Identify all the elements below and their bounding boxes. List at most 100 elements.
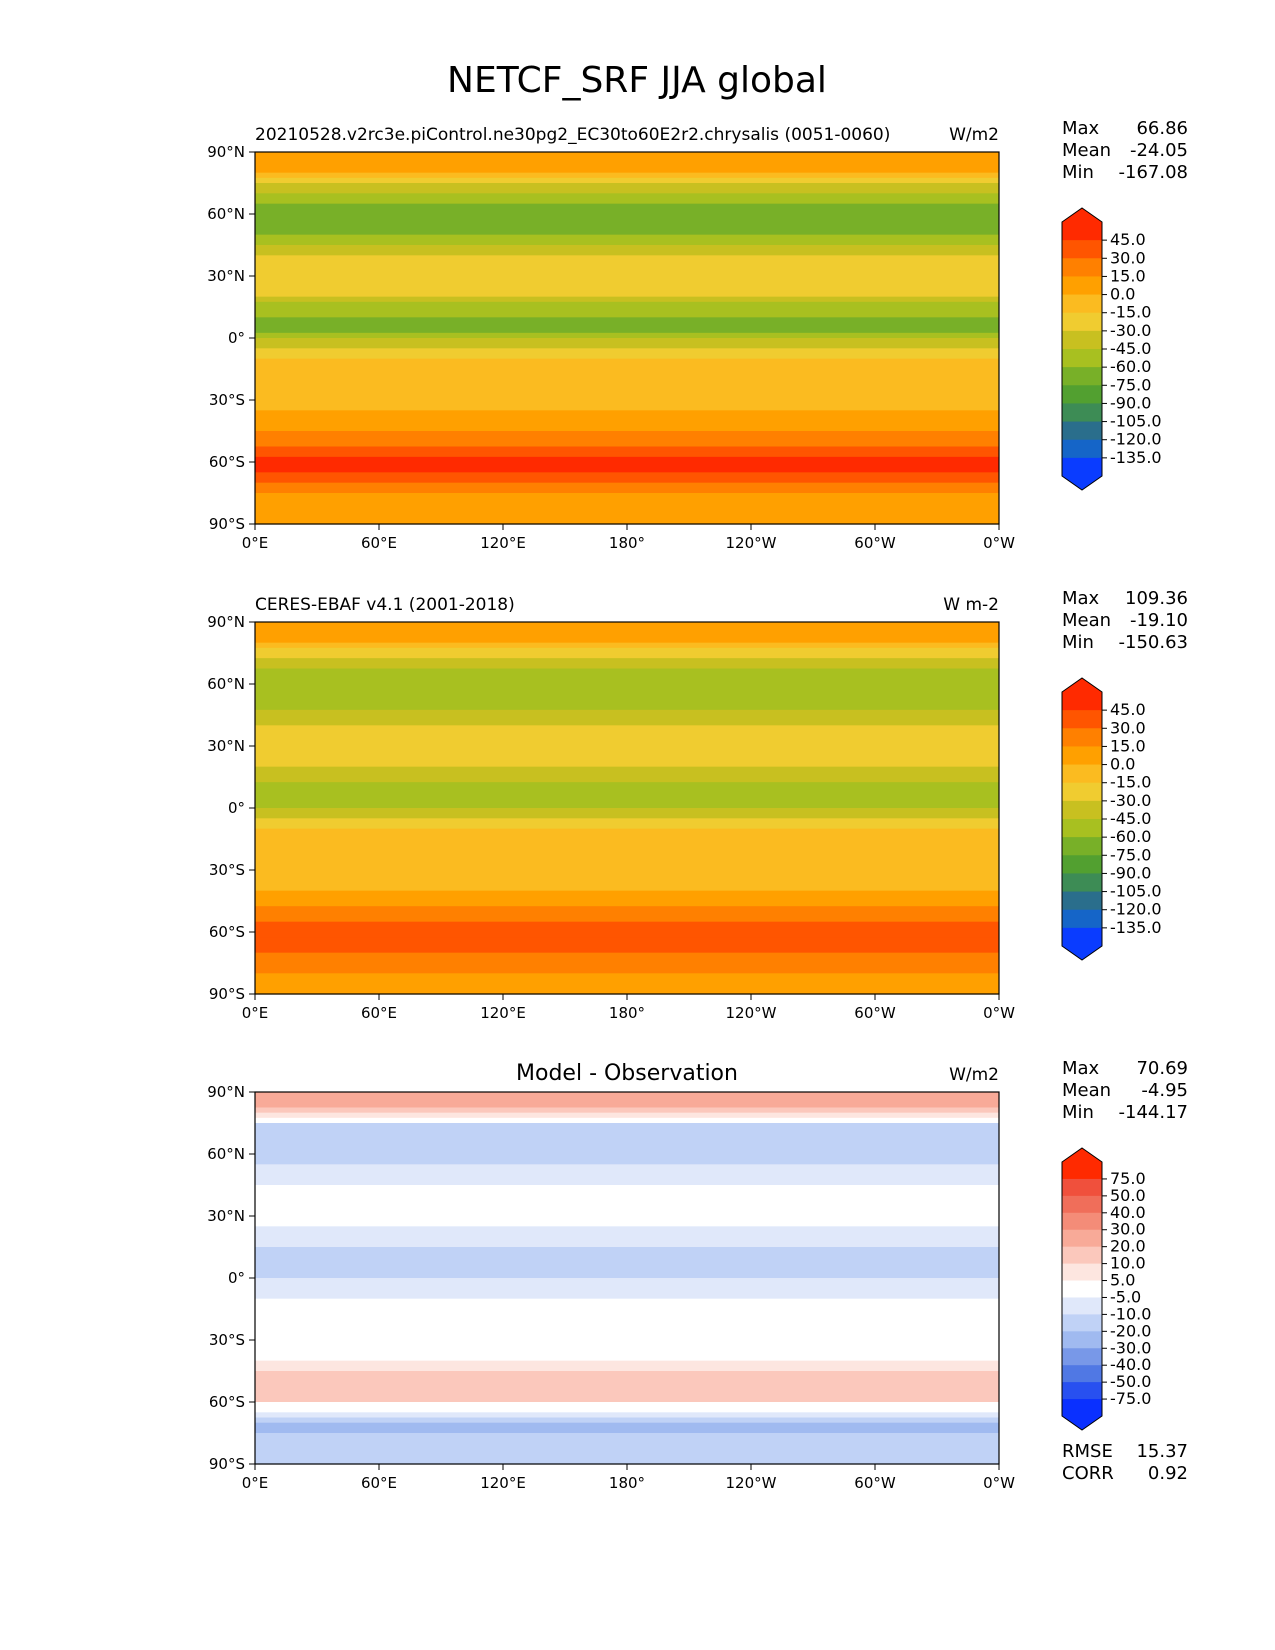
colorbar-swatch xyxy=(1062,312,1102,332)
field-band xyxy=(255,709,999,716)
field-band xyxy=(255,400,999,406)
field-band xyxy=(255,1350,999,1357)
footer-stat-label: CORR xyxy=(1062,1463,1114,1484)
stat-value: 109.36 xyxy=(1125,588,1188,609)
field-band xyxy=(255,1252,999,1258)
x-tick-label: 0°E xyxy=(242,1474,269,1492)
field-band xyxy=(255,622,999,628)
field-band xyxy=(255,875,999,881)
field-band xyxy=(255,265,999,272)
field-band xyxy=(255,1179,999,1186)
field-band xyxy=(255,911,999,918)
field-band xyxy=(255,338,999,344)
colorbar-label: -50.0 xyxy=(1110,1372,1151,1391)
field-band xyxy=(255,250,999,256)
x-tick-label: 120°E xyxy=(480,1004,526,1022)
colorbar-label: 30.0 xyxy=(1110,1220,1146,1239)
field-band xyxy=(255,730,999,737)
field-band xyxy=(255,1345,999,1351)
colorbar-swatch xyxy=(1062,349,1102,368)
colorbar-swatch xyxy=(1062,782,1102,802)
field-band xyxy=(255,1143,999,1150)
colorbar-label: -60.0 xyxy=(1110,827,1151,846)
colorbar-extend-top xyxy=(1062,678,1102,692)
field-band xyxy=(255,668,999,675)
field-band xyxy=(255,389,999,396)
colorbar-swatch xyxy=(1062,1229,1102,1248)
colorbar-swatch xyxy=(1062,1297,1102,1315)
field-band xyxy=(255,203,999,210)
colorbar-swatch xyxy=(1062,891,1102,911)
field-band xyxy=(255,296,999,303)
field-band xyxy=(255,1112,999,1119)
colorbar-swatch xyxy=(1062,240,1102,259)
field-band xyxy=(255,653,999,659)
field-band xyxy=(255,1314,999,1320)
field-band xyxy=(255,957,999,964)
field-band xyxy=(255,637,999,644)
stat-value: -19.10 xyxy=(1130,610,1188,631)
stat-value: -4.95 xyxy=(1141,1080,1188,1101)
field-band xyxy=(255,864,999,871)
colorbar: 75.050.040.030.020.010.05.0-5.0-10.0-20.… xyxy=(1061,1147,1151,1431)
field-band xyxy=(255,689,999,695)
stat-value: 66.86 xyxy=(1136,118,1188,139)
field-band xyxy=(255,374,999,380)
colorbar-label: 30.0 xyxy=(1110,248,1146,267)
field-band xyxy=(255,255,999,262)
field-band xyxy=(255,1195,999,1202)
y-tick-label: 30°N xyxy=(207,267,245,285)
colorbar-extend-bottom xyxy=(1062,1416,1102,1430)
field-band xyxy=(255,487,999,494)
stat-value: -167.08 xyxy=(1119,162,1188,183)
footer-stat-value: 15.37 xyxy=(1136,1441,1188,1462)
field-band xyxy=(255,699,999,706)
colorbar-label: 40.0 xyxy=(1110,1203,1146,1222)
colorbar-swatch xyxy=(1062,1195,1102,1214)
field-band xyxy=(255,1236,999,1243)
stat-label: Min xyxy=(1062,1102,1094,1123)
field-band xyxy=(255,678,999,685)
field-band xyxy=(255,1123,999,1129)
field-band xyxy=(255,761,999,768)
field-band xyxy=(255,1128,999,1134)
field-band xyxy=(255,219,999,225)
field-band xyxy=(255,1159,999,1165)
field-band xyxy=(255,1278,999,1284)
map-panel-3: Model - Observation W/m2 0°E 60°E 120°E 180° 1… xyxy=(207,1058,1188,1492)
colorbar-label: 30.0 xyxy=(1110,718,1146,737)
colorbar-label: -15.0 xyxy=(1110,773,1151,792)
field-band xyxy=(255,1247,999,1253)
field-band xyxy=(255,245,999,251)
field-band xyxy=(255,1205,999,1212)
field-band xyxy=(255,343,999,349)
colorbar-label: -75.0 xyxy=(1110,845,1151,864)
field-band xyxy=(255,1267,999,1274)
stat-value: 70.69 xyxy=(1136,1058,1188,1079)
colorbar-swatch xyxy=(1062,367,1102,386)
field-band xyxy=(255,870,999,876)
field-band xyxy=(255,632,999,639)
y-tick-label: 60°N xyxy=(207,1145,245,1163)
field-band xyxy=(255,942,999,949)
colorbar-swatch xyxy=(1062,837,1102,856)
colorbar-swatch xyxy=(1062,873,1102,893)
colorbar-swatch xyxy=(1062,222,1102,241)
field-band xyxy=(255,467,999,473)
y-tick-label: 0° xyxy=(228,1269,245,1287)
y-tick-label: 90°N xyxy=(207,1083,245,1101)
field-band xyxy=(255,446,999,453)
field-band xyxy=(255,746,999,752)
field-band xyxy=(255,1092,999,1098)
field-band xyxy=(255,441,999,448)
field-band xyxy=(255,1216,999,1222)
x-tick-label: 180° xyxy=(609,1474,645,1492)
field-band xyxy=(255,1102,999,1109)
field-band xyxy=(255,916,999,923)
stat-label: Min xyxy=(1062,162,1094,183)
field-band xyxy=(255,854,999,861)
x-tick-label: 120°W xyxy=(726,1004,777,1022)
field-band xyxy=(255,420,999,427)
field-band xyxy=(255,1319,999,1326)
